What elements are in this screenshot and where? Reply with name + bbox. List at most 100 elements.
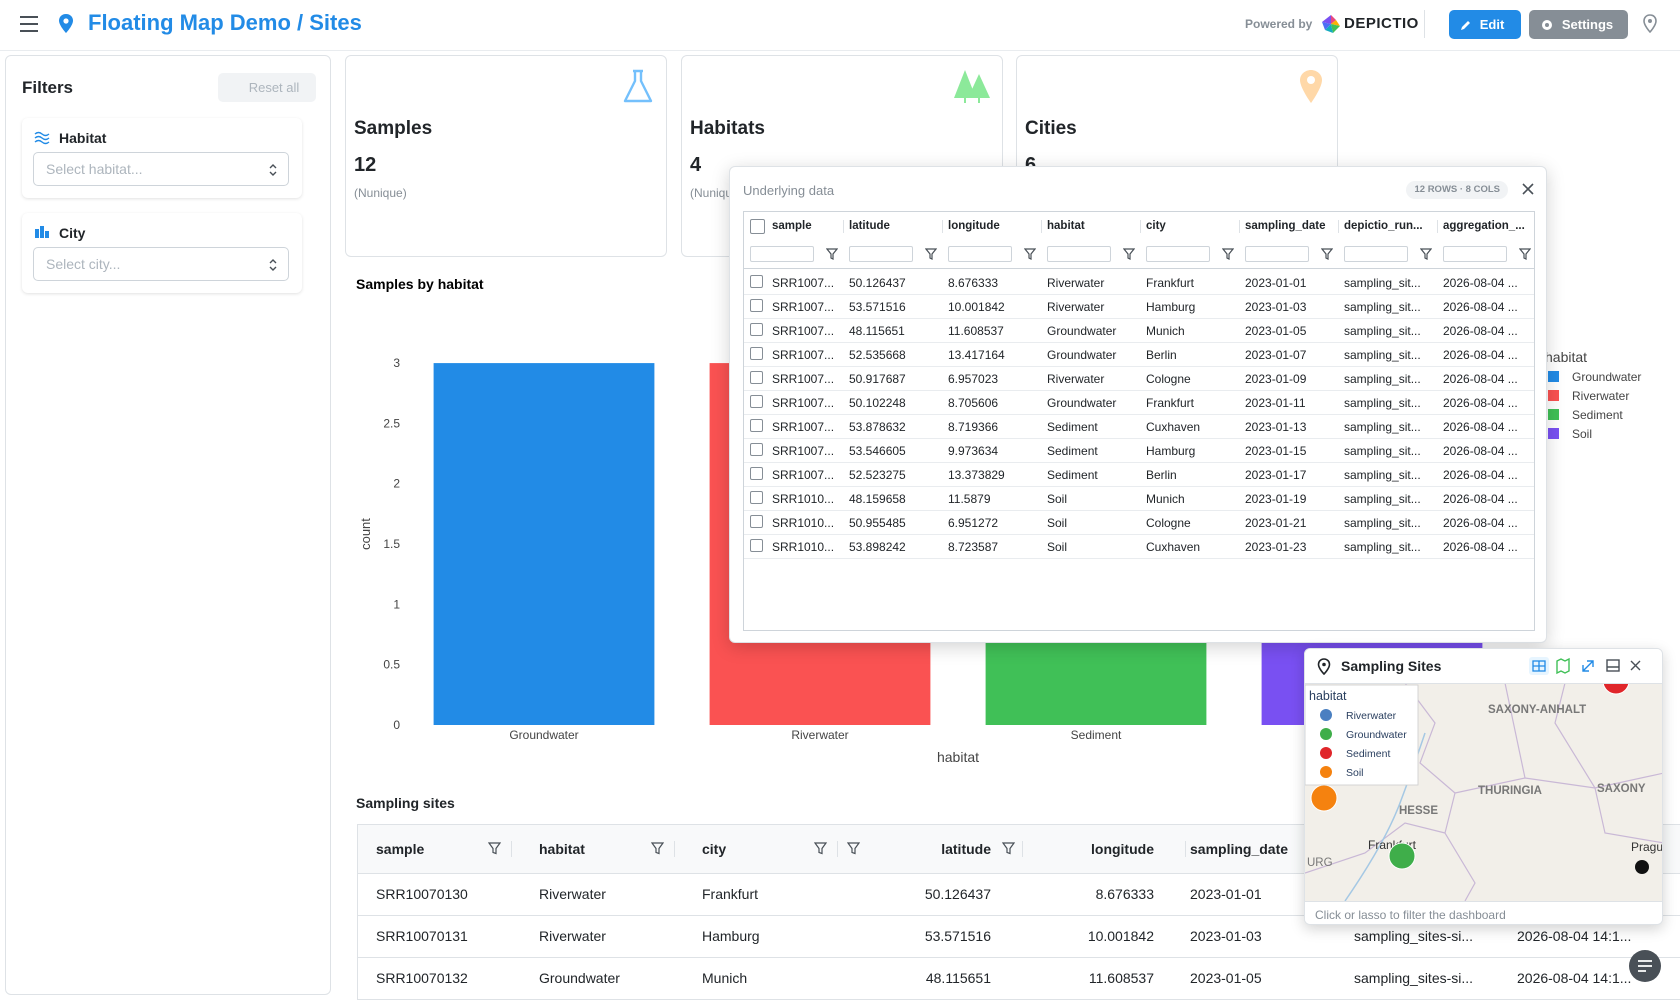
checkbox (750, 491, 763, 504)
checkbox (750, 395, 763, 408)
grid-cell: 10.001842 (948, 300, 1005, 314)
grid-cell: Munich (1146, 324, 1185, 338)
habitat-select[interactable]: Select habitat... (33, 152, 289, 186)
table-cell: Munich (702, 970, 748, 986)
city-select[interactable]: Select city... (33, 247, 289, 281)
grid-cell: Cologne (1146, 372, 1191, 386)
grid-cell: 2026-08-04 ... (1443, 420, 1518, 434)
place-label: HESSE (1399, 805, 1438, 817)
info-icon (1635, 860, 1649, 874)
y-tick-label: 2.5 (383, 416, 400, 430)
grid-cell: SRR1007... (772, 468, 835, 482)
filter-icon[interactable] (1123, 248, 1135, 260)
grid-cell: Cuxhaven (1146, 540, 1201, 554)
filter-icon[interactable] (1420, 248, 1432, 260)
grid-cell: 2023-01-19 (1245, 492, 1307, 506)
filter-icon[interactable] (651, 842, 664, 855)
location-icon[interactable] (1642, 14, 1658, 34)
close-icon[interactable] (1522, 183, 1534, 195)
filter-icon[interactable] (488, 842, 501, 855)
grid-cell: SRR1007... (772, 420, 835, 434)
legend-swatch (1548, 390, 1559, 401)
grid-cell: 53.878632 (849, 420, 906, 434)
filter-icon[interactable] (1002, 842, 1015, 855)
grid-cell: 2023-01-01 (1245, 276, 1307, 290)
column-header: habitat (539, 841, 585, 857)
filter-shape (814, 842, 827, 855)
map-footer: Click or lasso to filter the dashboard (1305, 901, 1662, 924)
brand: DEPICTIO (1344, 15, 1419, 32)
legend-label: Groundwater (1572, 370, 1641, 384)
grid-cell: 6.957023 (948, 372, 999, 386)
place-label: SAXONY-ANHALT (1488, 704, 1586, 716)
grid-cell: 50.955485 (849, 516, 906, 530)
y-axis-label: count (358, 518, 373, 550)
filter-input (948, 246, 1012, 262)
grid-cell: 2023-01-03 (1245, 300, 1307, 314)
x-axis-label: habitat (937, 749, 979, 765)
data-modal: Underlying data 12 ROWS · 8 COLS sample l… (729, 166, 1547, 643)
grid-row (744, 534, 1534, 559)
powered-by: Powered by (1245, 17, 1313, 31)
filter-input (1344, 246, 1408, 262)
filter-icon[interactable] (1519, 248, 1531, 260)
grid-cell: sampling_sit... (1344, 540, 1421, 554)
column-header: longitude (1091, 841, 1154, 857)
grid-cell: sampling_sit... (1344, 396, 1421, 410)
map-toolbar[interactable] (1527, 656, 1657, 676)
table-cell: 48.115651 (925, 970, 991, 986)
filter-icon[interactable] (1024, 248, 1036, 260)
grid-cell: Groundwater (1047, 324, 1117, 338)
grid-cell: Riverwater (1047, 276, 1105, 290)
grid-cell: Frankfurt (1146, 396, 1195, 410)
grid-cell: 53.546605 (849, 444, 906, 458)
place-label: URG (1307, 857, 1333, 869)
y-tick-label: 3 (393, 356, 400, 370)
bar (433, 363, 655, 725)
checkbox (750, 515, 763, 528)
legend-dot (1320, 709, 1332, 721)
x-tick-label: Riverwater (791, 728, 848, 742)
grid-cell: sampling_sit... (1344, 276, 1421, 290)
grid-row (744, 294, 1534, 319)
legend-swatch (1548, 371, 1559, 382)
legend-swatch (1548, 409, 1559, 420)
y-tick-label: 0 (393, 718, 400, 732)
grid-cell: 2026-08-04 ... (1443, 444, 1518, 458)
grid-cell: Sediment (1047, 444, 1098, 458)
menu-icon[interactable] (20, 15, 40, 33)
filter-icon[interactable] (814, 842, 827, 855)
column-header: habitat (1047, 220, 1085, 232)
filter-input (1047, 246, 1111, 262)
filter-icon[interactable] (826, 248, 838, 260)
grid-cell: 9.973634 (948, 444, 999, 458)
grid-cell: Cuxhaven (1146, 420, 1201, 434)
city-filter: City Select city... (22, 213, 302, 293)
grid-row (744, 318, 1534, 343)
filter-icon[interactable] (1222, 248, 1234, 260)
filter-icon[interactable] (925, 248, 937, 260)
header-row (744, 212, 1534, 241)
reset-button[interactable]: Reset all (218, 73, 316, 102)
grid-cell: 2026-08-04 ... (1443, 276, 1518, 290)
grid-cell: Soil (1047, 540, 1068, 554)
filter-shape (1321, 248, 1333, 260)
filter-icon[interactable] (1321, 248, 1333, 260)
grid-cell: 52.523275 (849, 468, 906, 482)
filter-icon[interactable] (847, 842, 860, 855)
grid-cell: SRR1007... (772, 300, 835, 314)
chat-button[interactable] (1628, 949, 1662, 983)
filter-label: City (59, 225, 86, 241)
grid-cell: 2023-01-13 (1245, 420, 1307, 434)
map-header: Sampling Sites (1305, 649, 1662, 684)
habitat-filter: Habitat Select habitat... (22, 118, 302, 198)
grid-cell: 2026-08-04 ... (1443, 348, 1518, 362)
checkbox (750, 299, 763, 312)
y-tick-label: 1 (393, 597, 400, 611)
grid-cell: sampling_sit... (1344, 420, 1421, 434)
edit-button[interactable]: Edit (1449, 10, 1521, 39)
metric-card: Samples 12 (Nunique) (345, 55, 667, 257)
legend-label: Soil (1572, 427, 1592, 441)
